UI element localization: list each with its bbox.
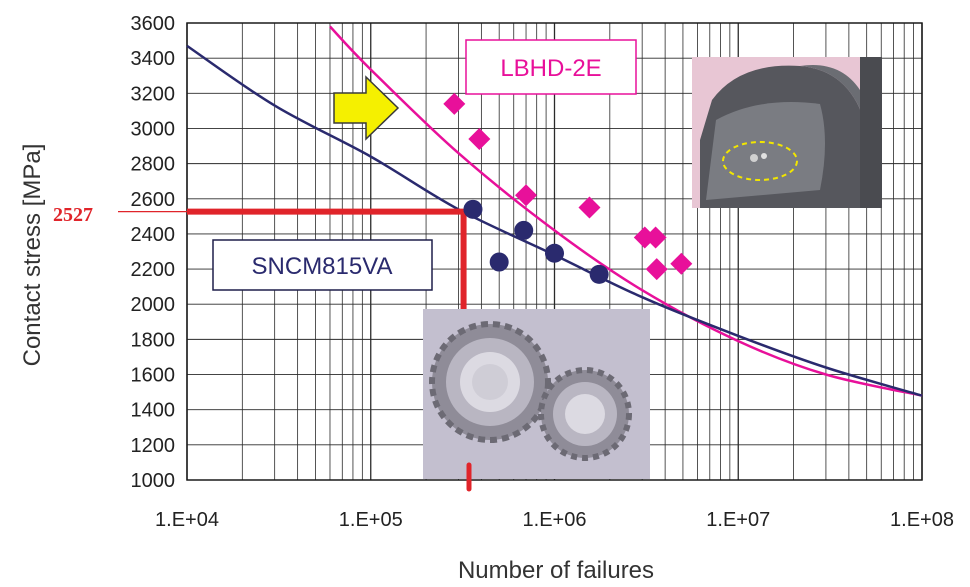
data-point-circle [545, 243, 564, 263]
y-tick-label: 2800 [131, 154, 176, 176]
gear-pair-photo [423, 309, 650, 479]
y-tick-label: 2200 [131, 259, 176, 281]
plot-frame [186, 22, 923, 481]
legend-sncm: SNCM815VA [212, 239, 433, 291]
x-tick-label: 1.E+06 [523, 509, 587, 531]
y-tick-label: 1200 [131, 435, 176, 457]
data-point-diamond [644, 226, 667, 249]
y-tick-label: 3200 [131, 83, 176, 105]
legend-lbhd: LBHD-2E [465, 39, 637, 95]
gear-tooth-damage-photo [692, 57, 882, 208]
arrow-icon [333, 75, 400, 141]
trend-curve [329, 25, 923, 397]
data-point-diamond [468, 128, 491, 151]
legend-label-lbhd: LBHD-2E [500, 55, 601, 82]
y-tick-label: 1400 [131, 400, 176, 422]
data-point-diamond [670, 252, 693, 275]
y-axis-title: Contact stress [MPa] [19, 144, 46, 367]
x-tick-label: 1.E+07 [706, 509, 770, 531]
data-points [443, 92, 693, 284]
y-tick-label: 2600 [131, 189, 176, 211]
data-point-diamond [443, 92, 466, 115]
data-point-circle [489, 252, 509, 272]
y-tick-label: 3400 [131, 48, 176, 70]
data-point-diamond [515, 184, 538, 207]
x-tick-label: 1.E+04 [155, 509, 219, 531]
marked-value-label: 2527 [53, 204, 93, 226]
tick-labels: 1000 1200 1400 1600 1800 2000 2200 2400 2600 2800… [131, 13, 954, 531]
data-point-circle [463, 199, 483, 219]
data-point-diamond [578, 196, 601, 219]
y-tick-label: 1000 [131, 470, 176, 492]
x-tick-label: 1.E+08 [890, 509, 954, 531]
legend-label-sncm: SNCM815VA [252, 253, 393, 280]
data-point-circle [514, 220, 534, 240]
y-tick-label: 3000 [131, 118, 176, 140]
y-tick-label: 1800 [131, 329, 176, 351]
y-tick-label: 1600 [131, 365, 176, 387]
y-tick-label: 2400 [131, 224, 176, 246]
x-tick-label: 1.E+05 [339, 509, 403, 531]
data-point-diamond [645, 258, 668, 281]
x-axis-title: Number of failures [458, 557, 654, 584]
marker-lines [118, 208, 467, 309]
data-point-circle [589, 264, 609, 284]
y-tick-label: 3600 [131, 13, 176, 35]
y-tick-label: 2000 [131, 294, 176, 316]
